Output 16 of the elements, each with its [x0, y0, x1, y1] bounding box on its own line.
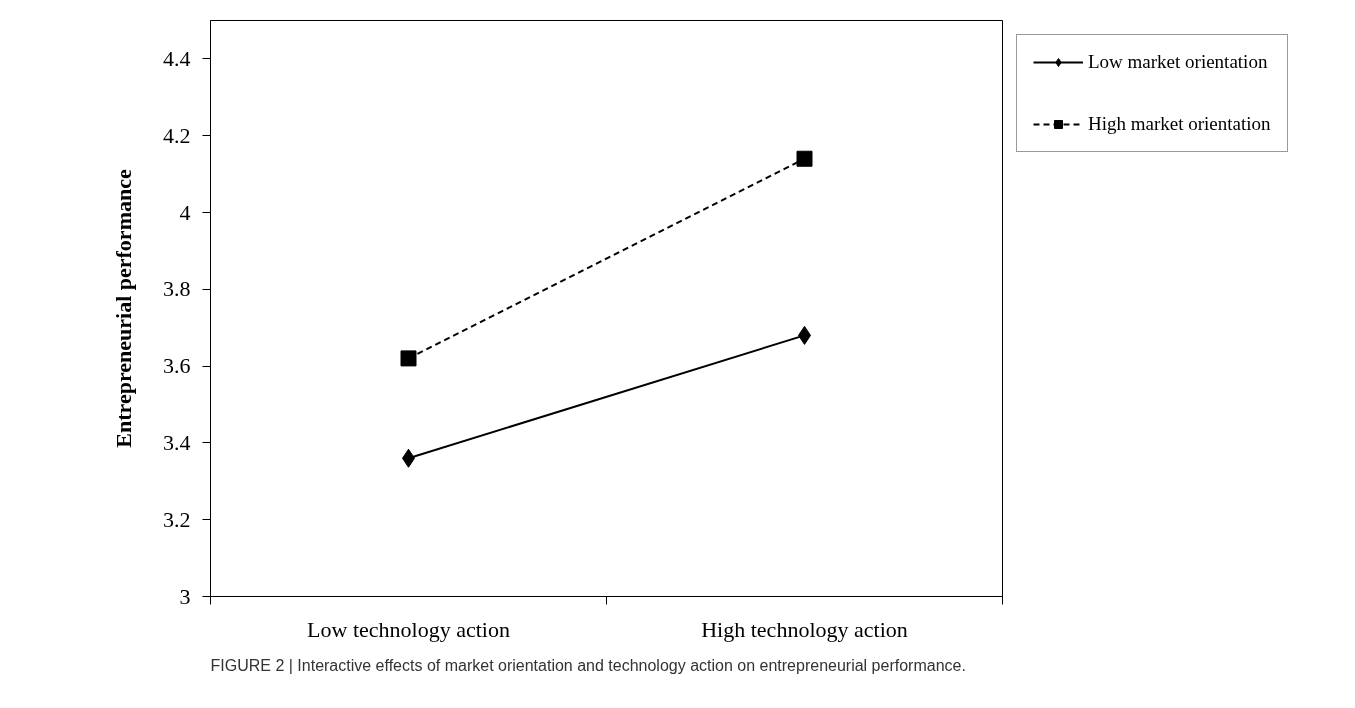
- y-tick-label: 3.4: [163, 429, 191, 455]
- y-axis-title: Entrepreneurial performance: [111, 169, 136, 448]
- y-tick-label: 3.6: [163, 353, 191, 379]
- legend-label: Low market orientation: [1088, 51, 1268, 73]
- y-tick-label: 4.2: [163, 122, 191, 148]
- point: [400, 350, 417, 367]
- y-tick-label: 4.4: [163, 45, 191, 71]
- y-tick-label: 4: [179, 199, 191, 225]
- y-tick-label: 3.8: [163, 276, 191, 302]
- legend-label: High market orientation: [1088, 113, 1271, 135]
- y-tick-label: 3: [179, 583, 191, 609]
- x-tick-label: Low technology action: [307, 616, 510, 642]
- point: [796, 150, 813, 167]
- x-tick-label: High technology action: [701, 616, 908, 642]
- y-tick-label: 3.2: [163, 506, 191, 532]
- caption: FIGURE 2 | Interactive effects of market orientation and technology action on entrepreneurial performance.: [210, 656, 966, 674]
